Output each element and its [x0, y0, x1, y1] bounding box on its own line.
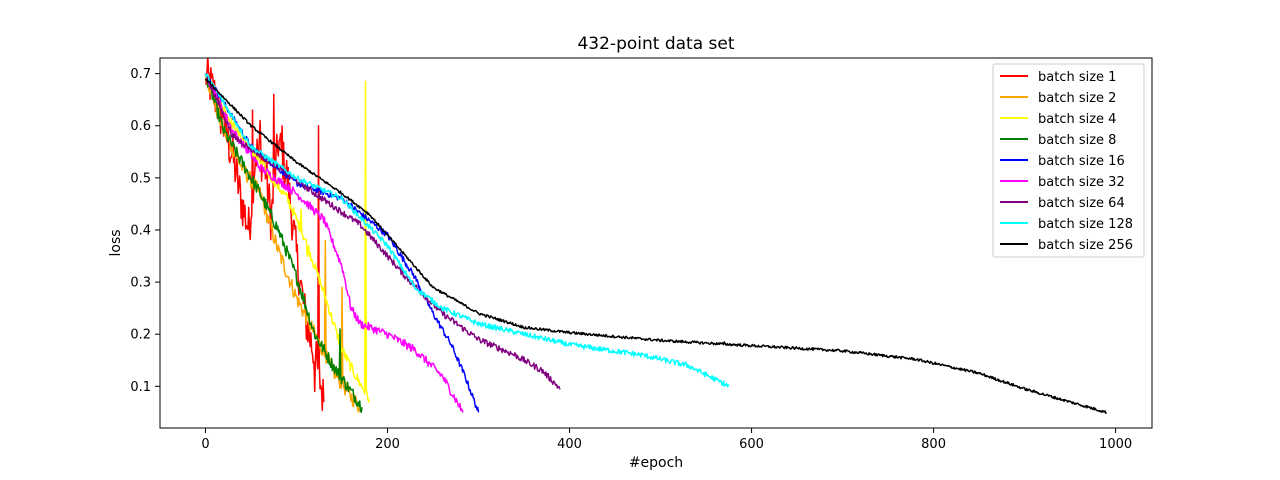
y-axis-label: loss [108, 229, 124, 256]
legend: batch size 1 batch size 2 batch size 4 batc… [992, 63, 1145, 258]
legend-label: batch size 64 [1038, 196, 1125, 211]
y-axis: 0.1 0.2 0.3 0.4 0.5 0.6 0.7 [130, 67, 160, 395]
y-tick-label: 0.1 [130, 380, 151, 395]
y-tick-label: 0.5 [130, 171, 151, 186]
y-tick-label: 0.4 [130, 223, 151, 238]
x-tick-label: 600 [739, 437, 764, 452]
chart-title: 432-point data set [577, 34, 734, 54]
series-layer [204, 58, 1108, 414]
y-tick-label: 0.3 [130, 276, 151, 291]
series-line-batch-size-256 [204, 78, 1108, 414]
series-line-batch-size-8 [204, 73, 363, 413]
x-axis-label: #epoch [629, 455, 683, 471]
legend-label: batch size 2 [1038, 91, 1116, 106]
x-tick-label: 800 [921, 437, 946, 452]
x-tick-label: 200 [375, 437, 400, 452]
legend-box [992, 63, 1145, 258]
series-line-batch-size-32 [204, 73, 464, 413]
y-tick-label: 0.2 [130, 328, 151, 343]
x-tick-label: 0 [201, 437, 209, 452]
legend-label: batch size 1 [1038, 70, 1116, 85]
legend-label: batch size 4 [1038, 112, 1116, 127]
legend-label: batch size 256 [1038, 238, 1133, 253]
y-tick-label: 0.6 [130, 119, 151, 134]
y-tick-label: 0.7 [130, 67, 151, 82]
x-tick-label: 1000 [1099, 437, 1132, 452]
series-line-batch-size-4 [204, 73, 371, 403]
series-line-batch-size-2 [204, 73, 361, 413]
legend-label: batch size 16 [1038, 154, 1125, 169]
legend-label: batch size 8 [1038, 133, 1116, 148]
series-line-batch-size-128 [204, 73, 730, 388]
plot-frame [159, 57, 1153, 429]
x-axis: 0 200 400 600 800 1000 [201, 428, 1132, 452]
legend-label: batch size 128 [1038, 217, 1133, 232]
x-tick-label: 400 [557, 437, 582, 452]
legend-label: batch size 32 [1038, 175, 1125, 190]
